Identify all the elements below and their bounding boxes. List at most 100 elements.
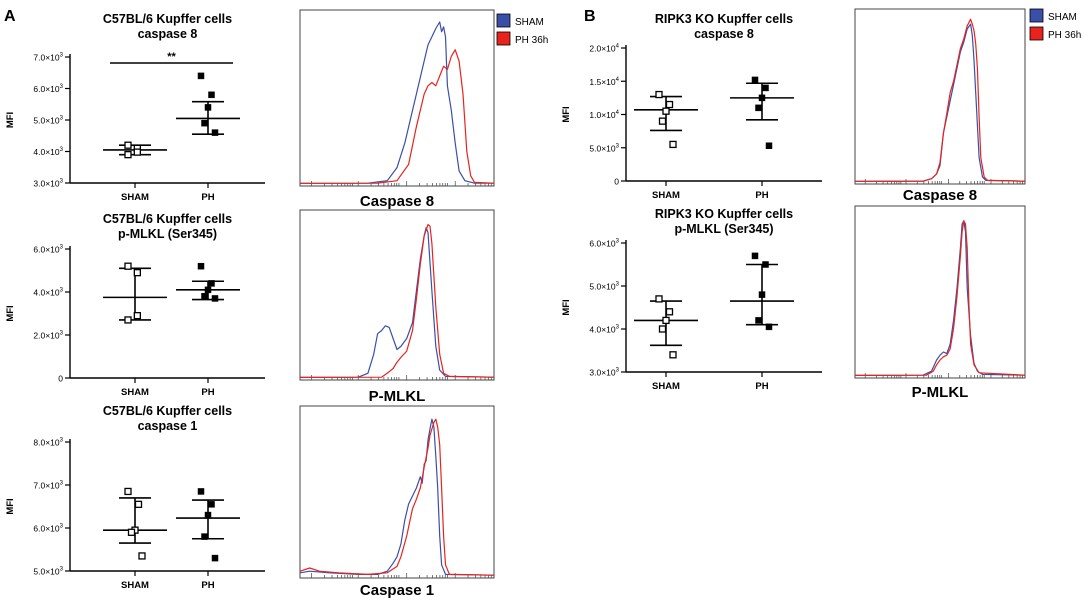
y-tick-exponent: 3 [616, 325, 620, 331]
series-sham [103, 487, 167, 560]
y-tick-exponent: 3 [616, 282, 620, 288]
data-point [669, 351, 677, 359]
data-point [211, 554, 219, 562]
x-tick-label: PH [755, 190, 768, 201]
legend-ph-label: PH 36h [1048, 30, 1081, 41]
y-tick-exponent: 3 [60, 53, 64, 59]
y-tick-label: 2.0×104 [589, 44, 619, 54]
y-tick-label: 0 [58, 374, 63, 384]
data-point [201, 293, 208, 300]
y-axis-label: MFI [5, 305, 16, 321]
histogram-curve-ph [854, 220, 1026, 376]
y-tick-exponent: 3 [60, 288, 64, 294]
chart-title: C57BL/6 Kupffer cells [103, 12, 232, 26]
histogram-frame [299, 405, 495, 579]
histogram-x-label: Caspase 1 [360, 582, 434, 599]
y-tick-label: 8.0×103 [33, 438, 63, 448]
series-ph [176, 262, 240, 302]
y-tick-exponent: 4 [616, 77, 620, 83]
histogram-hb1: Caspase 8 [854, 8, 1026, 204]
histogram-frame [854, 205, 1026, 379]
y-axis-label: MFI [5, 112, 16, 128]
y-tick-exponent: 3 [60, 524, 64, 530]
x-tick-label: SHAM [652, 190, 680, 201]
y-tick-mantissa: 0 [614, 177, 619, 187]
data-point [204, 104, 212, 111]
y-tick-mantissa: 7.0×10 [33, 481, 60, 491]
y-tick-mantissa: 5.0×10 [33, 567, 60, 577]
data-point [208, 91, 215, 99]
chart-title: RIPK3 KO Kupffer cells [655, 207, 793, 221]
y-tick-label: 6.0×103 [33, 524, 63, 534]
y-tick-label: 3.0×103 [589, 368, 619, 378]
y-tick-mantissa: 4.0×10 [589, 325, 616, 335]
histogram-x-label: Caspase 8 [360, 193, 434, 210]
y-tick-mantissa: 2.0×10 [33, 331, 60, 341]
data-point [133, 311, 141, 320]
chart-title: C57BL/6 Kupffer cells [103, 212, 232, 226]
histogram-plots: Caspase 8 P-MLKL Caspase 1 Caspase 8 P-MLKL [299, 8, 1026, 599]
panel-label-b: B [584, 8, 596, 25]
data-point [755, 104, 762, 112]
chart-title: RIPK3 KO Kupffer cells [655, 12, 793, 26]
data-point [758, 94, 766, 102]
y-tick-mantissa: 6.0×10 [33, 245, 60, 255]
y-tick-label: 4.0×103 [589, 325, 619, 335]
y-tick-mantissa: 2.0×10 [589, 44, 616, 54]
data-point [124, 487, 132, 496]
y-tick-exponent: 4 [616, 44, 620, 50]
data-point [133, 268, 141, 277]
x-tick-label: SHAM [652, 381, 680, 392]
y-axis-label: MFI [561, 299, 572, 315]
y-tick-label: 5.0×103 [33, 567, 63, 577]
series-ph [730, 252, 794, 331]
data-point [211, 295, 219, 302]
histogram-frame [299, 9, 495, 187]
series-sham [634, 295, 698, 359]
legend-sham-swatch [1029, 8, 1044, 23]
data-point [197, 262, 205, 270]
y-tick-exponent: 4 [616, 110, 620, 116]
y-tick-mantissa: 7.0×10 [33, 53, 60, 63]
panel-label-a: A [4, 8, 16, 25]
panel-labels: A B [4, 8, 596, 25]
y-tick-label: 7.0×103 [33, 481, 63, 491]
data-point [751, 252, 759, 260]
y-tick-exponent: 3 [60, 84, 64, 90]
y-tick-label: 2.0×103 [33, 331, 63, 341]
data-point [197, 488, 205, 495]
y-tick-label: 6.0×103 [33, 245, 63, 255]
data-point [765, 142, 773, 150]
data-point [124, 141, 132, 149]
data-point [127, 528, 136, 536]
y-tick-mantissa: 3.0×10 [33, 179, 60, 189]
y-tick-mantissa: 4.0×10 [33, 147, 60, 157]
data-point [133, 148, 141, 156]
data-point [204, 511, 212, 519]
y-tick-exponent: 3 [616, 368, 620, 374]
legend-sham-swatch [496, 13, 511, 28]
chart-title: p-MLKL (Ser345) [118, 227, 217, 241]
histogram-ha2: P-MLKL [299, 209, 495, 405]
histogram-x-label: Caspase 8 [903, 187, 977, 204]
histogram-frame [299, 209, 495, 381]
legend-sham-label: SHAM [515, 17, 544, 28]
data-point [138, 552, 146, 560]
data-point [762, 84, 769, 92]
series-sham [634, 90, 698, 149]
y-tick-mantissa: 3.0×10 [589, 368, 616, 378]
histogram-curve-sham [299, 21, 494, 184]
y-tick-label: 4.0×103 [33, 147, 63, 157]
data-point [665, 308, 674, 316]
y-tick-mantissa: 5.0×10 [589, 282, 616, 292]
y-axis-label: MFI [5, 498, 16, 514]
data-point [208, 280, 215, 287]
data-point [655, 90, 663, 99]
y-axis-label: MFI [561, 106, 572, 122]
data-point [201, 119, 208, 127]
